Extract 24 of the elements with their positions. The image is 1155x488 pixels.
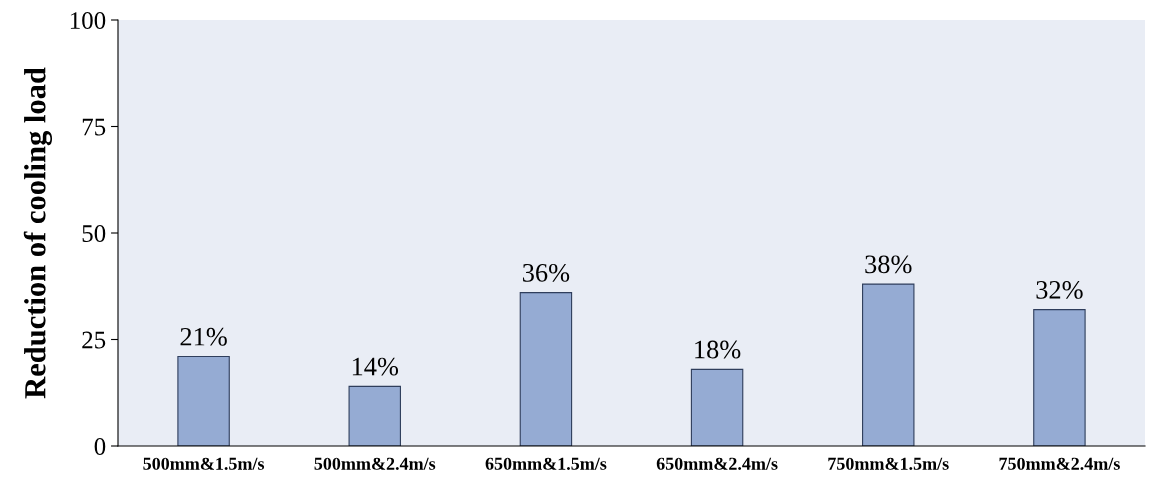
data-label: 14%: [352, 357, 399, 376]
y-tick-label: 0: [94, 438, 106, 455]
data-label: 32%: [1036, 280, 1083, 299]
x-tick-label: 500mm&1.5m/s: [143, 457, 265, 470]
x-tick-label: 750mm&2.4m/s: [999, 457, 1120, 470]
x-tick-label: 650mm&1.5m/s: [485, 457, 607, 470]
y-tick-label: 25: [82, 331, 106, 349]
bar: [862, 283, 915, 446]
y-tick-label: 100: [70, 12, 106, 29]
data-label: 21%: [180, 327, 227, 346]
y-tick-label: 50: [82, 225, 106, 242]
bar: [177, 355, 230, 446]
x-tick-label: 650mm&2.4m/s: [656, 457, 778, 470]
bar: [690, 368, 744, 446]
x-tick-label: 750mm&1.5m/s: [828, 457, 949, 470]
data-label: 38%: [865, 255, 912, 274]
y-axis-title: Reduction of cooling load: [23, 67, 53, 399]
bar: [348, 385, 401, 446]
bar: [519, 292, 573, 446]
x-tick-label: 500mm&2.4m/s: [314, 457, 436, 470]
data-label: 36%: [522, 263, 570, 282]
bar: [1033, 309, 1086, 446]
data-label: 18%: [695, 340, 741, 359]
y-tick-label: 75: [82, 118, 106, 136]
